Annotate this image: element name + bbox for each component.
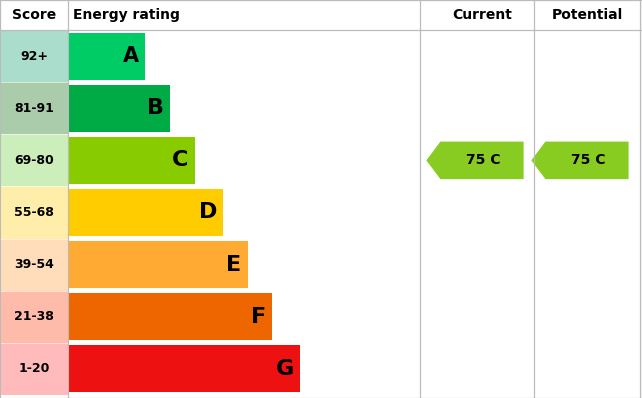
Polygon shape: [532, 142, 629, 179]
Text: 92+: 92+: [20, 50, 48, 62]
Text: G: G: [276, 359, 294, 379]
Text: B: B: [147, 98, 164, 118]
Text: 75 C: 75 C: [466, 153, 501, 167]
Text: C: C: [172, 150, 189, 170]
Bar: [68, 293, 272, 340]
Text: 1-20: 1-20: [19, 363, 49, 375]
Bar: [0, 238, 68, 291]
Bar: [0, 134, 68, 186]
Text: 69-80: 69-80: [14, 154, 54, 167]
Bar: [68, 33, 146, 80]
Text: 21-38: 21-38: [14, 310, 54, 323]
Text: F: F: [251, 307, 266, 327]
Polygon shape: [426, 142, 524, 179]
Text: Current: Current: [452, 8, 512, 22]
Text: A: A: [123, 46, 139, 66]
Bar: [68, 189, 223, 236]
Text: 75 C: 75 C: [571, 153, 605, 167]
Text: E: E: [227, 255, 241, 275]
Bar: [68, 137, 195, 184]
Bar: [0, 30, 68, 82]
Text: Score: Score: [12, 8, 56, 22]
Text: Energy rating: Energy rating: [73, 8, 180, 22]
Bar: [68, 85, 170, 132]
Text: Potential: Potential: [551, 8, 623, 22]
Bar: [68, 241, 248, 288]
Bar: [0, 186, 68, 238]
Bar: [0, 343, 68, 395]
Text: 55-68: 55-68: [14, 206, 54, 219]
Bar: [0, 291, 68, 343]
Bar: [0, 82, 68, 134]
Text: 39-54: 39-54: [14, 258, 54, 271]
Text: D: D: [198, 203, 217, 222]
Bar: [68, 345, 300, 392]
Text: 81-91: 81-91: [14, 102, 54, 115]
